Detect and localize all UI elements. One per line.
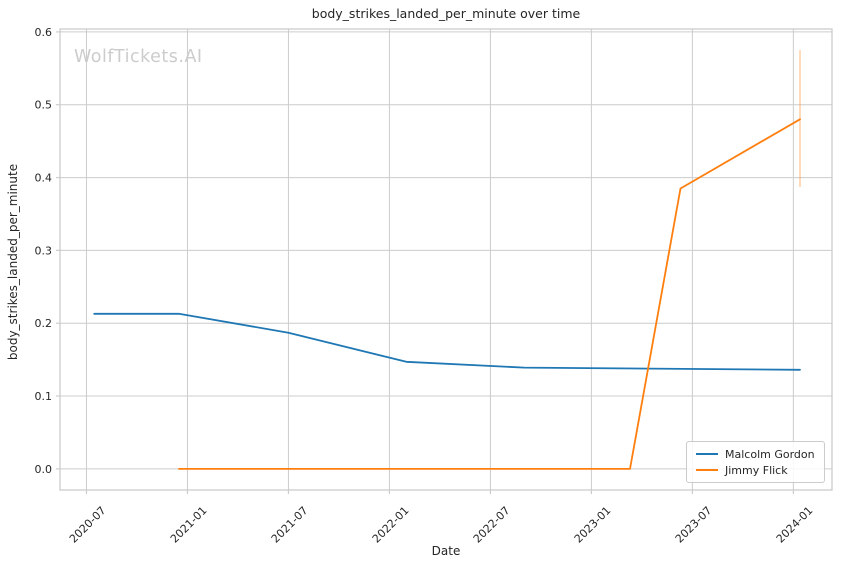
plot-border bbox=[59, 28, 833, 491]
x-axis-label: Date bbox=[431, 544, 461, 558]
x-tick-label: 2021-01 bbox=[168, 504, 210, 546]
y-tick-label: 0.0 bbox=[35, 463, 53, 476]
x-tick-label: 2022-01 bbox=[370, 504, 412, 546]
series-line-0 bbox=[93, 312, 801, 371]
x-tick-label: 2024-01 bbox=[774, 504, 816, 546]
legend-label-series-0: Malcolm Gordon bbox=[725, 447, 815, 461]
chart-title: body_strikes_landed_per_minute over time bbox=[311, 6, 581, 21]
series-line-1 bbox=[177, 118, 801, 470]
x-tick-label: 2023-01 bbox=[572, 504, 614, 546]
x-tick-label: 2022-07 bbox=[471, 504, 513, 546]
x-tick-label: 2023-07 bbox=[673, 504, 715, 546]
y-tick-label: 0.1 bbox=[35, 390, 53, 403]
x-tick-label: 2021-07 bbox=[269, 504, 311, 546]
y-axis-label: body_strikes_landed_per_minute bbox=[6, 163, 20, 361]
watermark: WolfTickets.AI bbox=[74, 47, 203, 67]
legend-label-series-1: Jimmy Flick bbox=[725, 463, 788, 477]
y-tick-label: 0.4 bbox=[35, 172, 53, 185]
legend-item: Malcolm Gordon bbox=[696, 446, 818, 462]
legend-item: Jimmy Flick bbox=[696, 462, 818, 478]
y-tick-label: 0.2 bbox=[35, 317, 53, 330]
y-tick-label: 0.3 bbox=[35, 244, 53, 257]
legend-swatch-series-0 bbox=[696, 453, 718, 455]
legend: Malcolm Gordon Jimmy Flick bbox=[686, 441, 825, 483]
x-tick-label: 2020-07 bbox=[67, 504, 109, 546]
legend-swatch-series-1 bbox=[696, 469, 718, 471]
y-tick-label: 0.6 bbox=[35, 26, 53, 39]
y-tick-label: 0.5 bbox=[35, 99, 53, 112]
